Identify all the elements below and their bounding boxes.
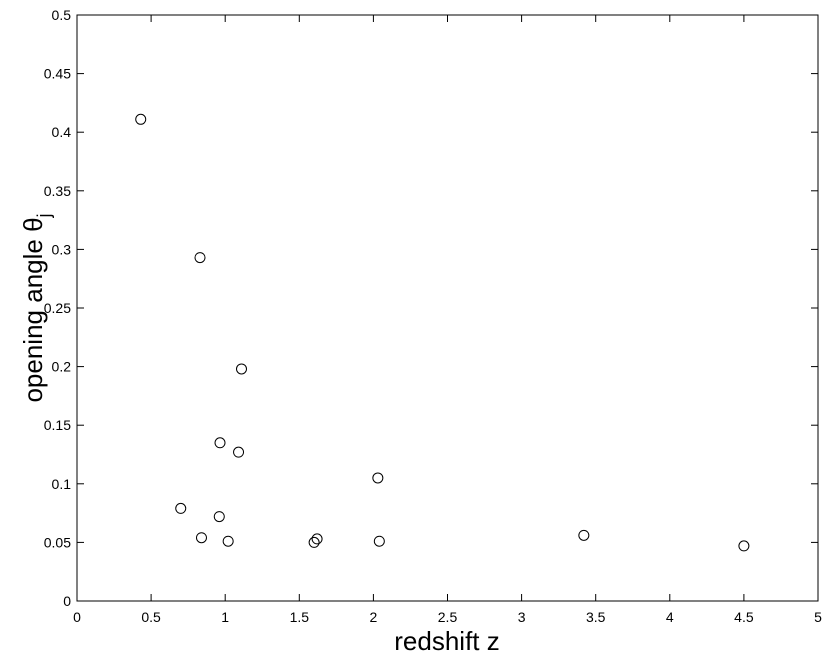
y-tick-label: 0.35: [44, 183, 71, 199]
y-tick-label: 0: [63, 593, 71, 609]
y-axis-label: opening angle θj: [18, 213, 54, 402]
point: [578, 529, 590, 541]
point: [195, 532, 207, 544]
y-axis-label-subscript: j: [34, 213, 54, 218]
point: [135, 113, 147, 125]
x-tick-label: 5: [814, 609, 822, 625]
x-tick-label: 2.5: [438, 609, 458, 625]
y-tick-label: 0.45: [44, 66, 71, 82]
point: [175, 502, 187, 514]
y-tick-label: 0.25: [44, 300, 71, 316]
point: [233, 446, 245, 458]
point: [738, 540, 750, 552]
plot-frame: [76, 14, 819, 602]
x-tick-label: 4: [666, 609, 674, 625]
point: [308, 536, 320, 548]
y-tick-label: 0.15: [44, 417, 71, 433]
x-tick-label: 3: [518, 609, 526, 625]
point: [214, 437, 226, 449]
point: [213, 511, 225, 523]
x-tick-label: 3.5: [586, 609, 606, 625]
x-tick-label: 4.5: [734, 609, 754, 625]
x-tick-label: 0.5: [141, 609, 161, 625]
x-tick-label: 2: [370, 609, 378, 625]
x-tick-label: 1.5: [290, 609, 310, 625]
point: [373, 535, 385, 547]
y-tick-label: 0.3: [52, 241, 72, 257]
y-tick-label: 0.2: [52, 359, 72, 375]
point: [236, 363, 248, 375]
point: [194, 252, 206, 264]
y-tick-label: 0.05: [44, 534, 71, 550]
point: [222, 535, 234, 547]
point: [311, 533, 323, 545]
y-axis-label-text: opening angle θ: [18, 217, 48, 402]
x-tick-label: 0: [73, 609, 81, 625]
y-tick-label: 0.5: [52, 7, 72, 23]
x-tick-label: 1: [221, 609, 229, 625]
point: [372, 472, 384, 484]
x-axis-label: redshift z: [394, 626, 500, 656]
y-tick-label: 0.4: [52, 124, 72, 140]
y-tick-label: 0.1: [52, 476, 72, 492]
